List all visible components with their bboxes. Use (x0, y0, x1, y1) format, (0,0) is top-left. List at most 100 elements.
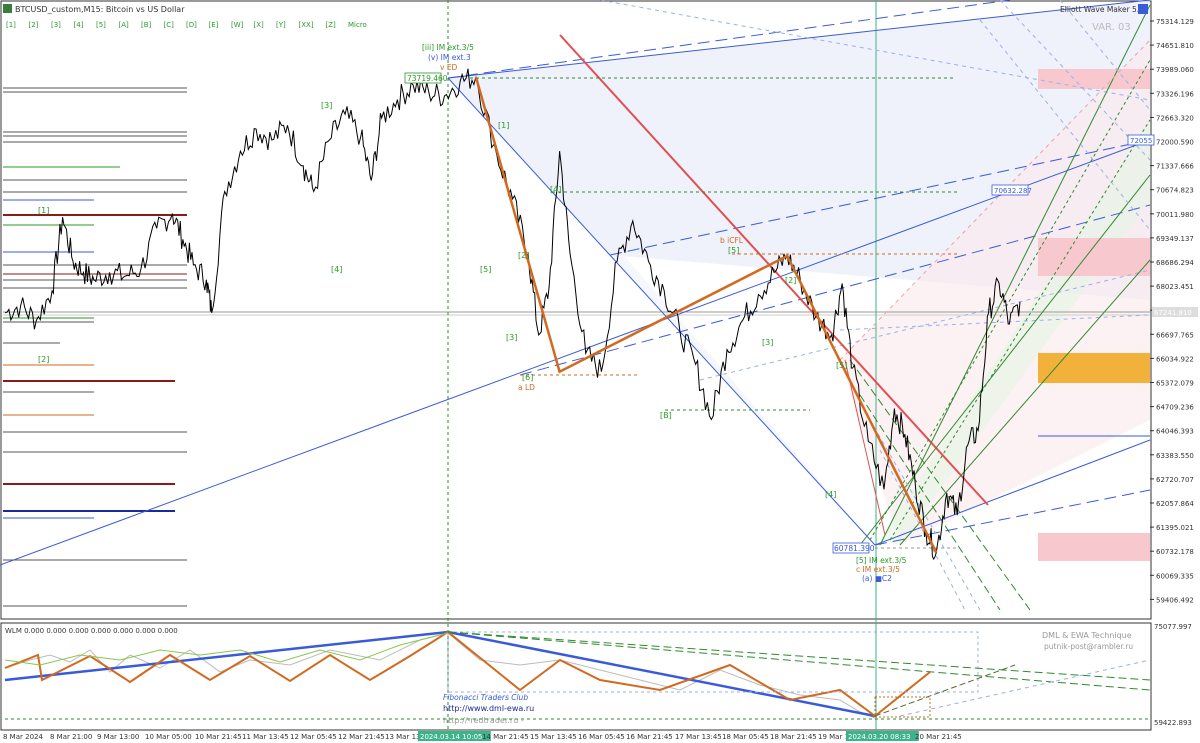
price-tick-label: 73989.060 (1156, 66, 1194, 74)
credit-2: putnik-post@rambler.ru (1044, 642, 1133, 651)
wave-button[interactable]: [4] (74, 21, 84, 29)
time-tick-label: 12 Mar 21:45 (338, 733, 385, 741)
time-tick-label: 10 Mar 21:45 (195, 733, 242, 741)
symbol-icon (3, 4, 12, 13)
trend-line (879, 4, 1151, 546)
wave-toolbar[interactable]: [1] [2] [3] [4] [5] [A] [B] [C] [D] [E] [W] [X] [Y] [… (6, 21, 367, 29)
trend-line (559, 34, 989, 506)
price-tick-label: 73326.196 (1156, 90, 1194, 98)
time-axis: 8 Mar 2024 8 Mar 21:00 9 Mar 13:00 10 Mar 0… (3, 731, 962, 741)
wave-button[interactable]: [X] (254, 21, 265, 29)
price-tick-label: 72663.320 (1156, 114, 1194, 122)
level-label-1: 72055 (1130, 137, 1152, 145)
level-box-1 (1127, 134, 1155, 146)
wave-button[interactable]: [Z] (326, 21, 337, 29)
wave-button[interactable]: [B] (141, 21, 152, 29)
wave-mark: [3] (506, 333, 517, 342)
price-tick-label: 64709.236 (1156, 404, 1194, 412)
wave-mark: [2] (38, 355, 49, 364)
wave-button[interactable]: [5] (96, 21, 106, 29)
top-price-box (404, 72, 442, 84)
time-tick-label: 8 Mar 2024 (3, 733, 43, 741)
bottom-label-3: (a) ■C2 (862, 574, 892, 583)
time-tick-label: 2024.03.14 10:05 (420, 733, 482, 741)
price-tick-label: 61395.021 (1156, 524, 1194, 532)
price-tick-label: 68686.294 (1156, 259, 1194, 267)
time-tick-label: 11 Mar 13:45 (242, 733, 289, 741)
current-price-box (1152, 307, 1198, 317)
wave-button[interactable]: [Y] (276, 21, 286, 29)
chart-header: BTCUSD_custom,M15: Bitcoin vs US Dollar … (3, 4, 1149, 33)
sub-dash-line-4 (899, 659, 1151, 717)
time-tick-label: 14 Mar 21:45 (482, 733, 529, 741)
sub-dash-line (447, 631, 1151, 691)
wave-button[interactable]: [XX] (299, 21, 314, 29)
price-tick-label: 60732.178 (1156, 548, 1194, 556)
top-price-label: 73719.460 (407, 74, 448, 83)
sub-plot-frame (0, 622, 1152, 731)
trend-line (874, 489, 1151, 546)
wave-button[interactable]: [A] (119, 21, 130, 29)
wave-mark: [5] (836, 361, 847, 370)
price-tick-label: 66034.922 (1156, 355, 1194, 363)
trend-line (889, 119, 1151, 541)
price-tick-label: 59406.492 (1156, 596, 1194, 604)
b-label: b iCFL (720, 236, 744, 245)
wave-labels: [1] [2] [3] [4] [5] [B] [1] [2] [3] [4] … (38, 101, 847, 499)
price-tick-label: 70011.980 (1156, 211, 1194, 219)
sub-orange-line (4, 630, 931, 718)
price-tick-label: 66697.765 (1156, 331, 1194, 339)
trend-line (447, 0, 1011, 79)
trend-line (979, 19, 1151, 231)
trend-line (609, 139, 1151, 256)
wave-mark: [3] (321, 101, 332, 110)
time-tick-label: 18 Mar 05:45 (722, 733, 769, 741)
sub-grey-line (4, 632, 876, 719)
wave-button[interactable]: [D] (186, 21, 197, 29)
top-label-1: [iii] IM ext.3/5 (422, 43, 474, 52)
wave-button[interactable]: [C] (164, 21, 175, 29)
trend-line (869, 59, 1151, 541)
price-tick-label: 71337.666 (1156, 163, 1194, 171)
wave-button[interactable]: [1] (6, 21, 16, 29)
level-box-2 (991, 184, 1029, 196)
wave-mark: [4] (825, 490, 836, 499)
price-tick-label: 68023.451 (1156, 283, 1194, 291)
subwindow-label: WLM 0.000 0.000 0.000 0.000 0.000 0.000 … (5, 627, 178, 635)
zone-pink-top (1038, 69, 1150, 89)
price-tick-label: 72000.590 (1156, 139, 1194, 147)
time-tick-label: 15 Mar 13:45 (530, 733, 577, 741)
wave-mark: [4] (331, 265, 342, 274)
trend-line (839, 314, 1151, 331)
wave-mark: [B] (660, 411, 672, 420)
zone-pink-bottom (1038, 533, 1150, 561)
wave-mark: [1] (38, 206, 49, 215)
top-label-2: (v) IM ext.3 (428, 53, 471, 62)
price-tick-label: 62720.707 (1156, 476, 1194, 484)
wave-button[interactable]: [2] (29, 21, 39, 29)
bottom-label-2: c IM ext.3/5 (856, 565, 900, 574)
trend-line (699, 269, 1151, 381)
price-axis: 75314.129 74651.810 73989.060 73326.196 7266… (1150, 18, 1194, 604)
time-tick-label: 10 Mar 05:00 (145, 733, 192, 741)
trend-line (519, 204, 1151, 376)
wave-button[interactable]: [E] (209, 21, 219, 29)
time-tick-label: 2024.03.20 08:33 (848, 733, 910, 741)
time-tick-label: 9 Mar 13:00 (97, 733, 139, 741)
price-series (4, 68, 1021, 561)
price-tick-label: 75314.129 (1156, 18, 1194, 26)
wave-button[interactable]: [W] (231, 21, 244, 29)
bottom-price-box (832, 542, 870, 554)
trend-line (849, 359, 1031, 611)
indicator-title: Elliott Wave Maker 5.63 (1060, 5, 1149, 14)
sub-axis-bottom: 59422.893 (1154, 719, 1192, 727)
wave-button[interactable]: [3] (51, 21, 61, 29)
wave-mark: [4] (550, 185, 561, 194)
left-level-lines (3, 87, 187, 607)
trend-line (879, 449, 966, 611)
wave-button[interactable]: Micro (348, 21, 367, 29)
price-tick-label: 74651.810 (1156, 42, 1194, 50)
price-tick-label: 60069.335 (1156, 572, 1194, 580)
zone-orange (1038, 353, 1150, 383)
